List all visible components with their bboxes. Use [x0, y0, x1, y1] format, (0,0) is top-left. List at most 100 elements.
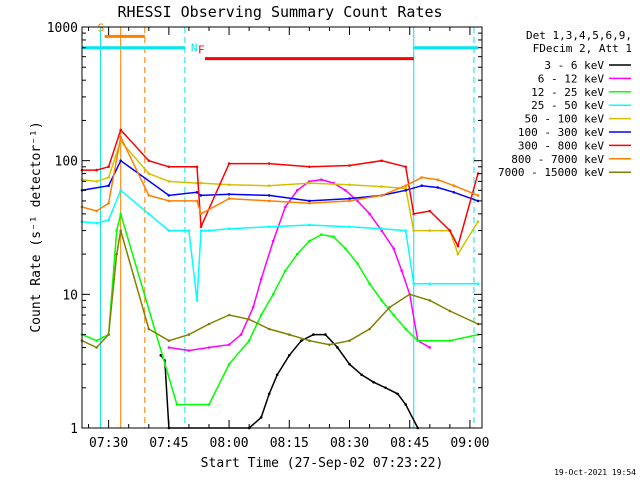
data-point-25-50-kev — [227, 227, 231, 230]
data-point-300-800-kev — [428, 209, 432, 213]
data-point-100-300-kev — [119, 159, 122, 162]
legend-label-300-800-kev: 300 - 800 keV — [518, 139, 604, 152]
data-point-12-25-kev — [95, 339, 98, 343]
data-point-3-6-kev — [324, 333, 327, 336]
data-point-50-100-kev — [308, 181, 311, 185]
data-point-3-6-kev — [384, 386, 387, 390]
data-point-25-50-kev — [107, 218, 110, 222]
data-point-7000-15000-kev — [328, 343, 331, 347]
data-point-7000-15000-kev — [388, 306, 392, 309]
x-axis-label: Start Time (27-Sep-02 07:23:22) — [201, 456, 444, 471]
data-point-800-7000-kev — [348, 199, 351, 203]
data-point-6-12-kev — [400, 269, 404, 273]
data-point-6-12-kev — [428, 346, 432, 349]
data-point-50-100-kev — [412, 229, 416, 232]
data-point-100-300-kev — [227, 193, 231, 196]
data-point-7000-15000-kev — [167, 339, 171, 343]
data-point-3-6-kev — [312, 333, 315, 336]
data-point-6-12-kev — [271, 239, 275, 243]
data-point-6-12-kev — [344, 189, 347, 192]
data-point-12-25-kev — [380, 299, 383, 302]
data-point-25-50-kev — [308, 223, 311, 227]
data-point-25-50-kev — [348, 225, 351, 229]
data-point-800-7000-kev — [199, 212, 203, 216]
data-point-3-6-kev — [336, 346, 339, 349]
data-point-6-12-kev — [239, 333, 243, 336]
data-point-7000-15000-kev — [187, 333, 191, 336]
data-point-100-300-kev — [452, 191, 456, 194]
data-point-3-6-kev — [259, 416, 263, 419]
data-point-7000-15000-kev — [147, 327, 151, 331]
plot-area: S N F 1 10 100 1000 07:30 07:45 08:00 08:15 08:30 08… — [47, 21, 490, 451]
series-line-100-300-kev — [81, 159, 479, 202]
data-point-12-25-kev — [207, 403, 211, 406]
data-point-6-12-kev — [284, 205, 287, 209]
data-point-12-25-kev — [404, 327, 408, 331]
data-point-12-25-kev — [284, 269, 287, 273]
chart-title: RHESSI Observing Summary Count Rates — [117, 3, 442, 21]
data-point-50-100-kev — [107, 176, 110, 179]
data-point-300-800-kev — [95, 168, 98, 172]
data-point-800-7000-kev — [420, 176, 424, 179]
legend-header-line-1: Det 1,3,4,5,6,9, — [526, 29, 632, 42]
x-tick-label: 07:45 — [149, 436, 188, 451]
data-point-300-800-kev — [404, 165, 408, 169]
data-point-12-25-kev — [119, 212, 122, 216]
data-point-3-6-kev — [300, 339, 303, 343]
data-point-25-50-kev — [95, 222, 98, 225]
data-point-800-7000-kev — [267, 199, 271, 203]
data-point-25-50-kev — [207, 229, 211, 232]
data-point-50-100-kev — [456, 252, 460, 256]
series-line-800-7000-kev — [81, 134, 479, 215]
data-point-3-6-kev — [348, 362, 351, 366]
data-point-50-100-kev — [380, 185, 383, 188]
data-point-800-7000-kev — [147, 194, 151, 197]
data-point-800-7000-kev — [167, 199, 171, 203]
legend-label-7000-15000-kev: 7000 - 15000 keV — [498, 166, 604, 179]
data-point-25-50-kev — [167, 229, 171, 232]
data-point-12-25-kev — [356, 262, 359, 265]
x-tick-label: 07:30 — [89, 436, 128, 451]
data-point-300-800-kev — [199, 225, 203, 229]
data-point-25-50-kev — [412, 282, 416, 286]
data-point-7000-15000-kev — [267, 327, 271, 331]
y-axis-label: Count Rate (s⁻¹ detector⁻¹) — [29, 121, 44, 332]
data-point-12-25-kev — [368, 282, 371, 286]
data-point-25-50-kev — [187, 229, 191, 232]
data-point-25-50-kev — [428, 282, 432, 286]
data-point-12-25-kev — [296, 252, 299, 256]
data-point-300-800-kev — [119, 128, 122, 132]
data-point-300-800-kev — [308, 165, 311, 169]
data-point-50-100-kev — [267, 184, 271, 187]
data-point-6-12-kev — [251, 306, 255, 309]
data-point-12-25-kev — [416, 339, 420, 343]
data-point-25-50-kev — [267, 225, 271, 229]
data-point-12-25-kev — [115, 229, 118, 232]
data-point-7000-15000-kev — [115, 252, 118, 256]
status-label-s: S — [98, 21, 105, 34]
y-tick-label: 1 — [70, 422, 78, 437]
x-tick-label: 08:00 — [210, 436, 249, 451]
data-point-800-7000-kev — [436, 178, 440, 181]
data-point-7000-15000-kev — [119, 229, 122, 232]
data-point-3-6-kev — [404, 403, 408, 406]
data-point-300-800-kev — [412, 212, 416, 216]
data-point-12-25-kev — [448, 339, 452, 343]
data-point-50-100-kev — [348, 183, 351, 187]
legend-label-3-6-kev: 3 - 6 keV — [544, 59, 604, 72]
data-point-50-100-kev — [147, 172, 151, 175]
data-point-12-25-kev — [247, 339, 251, 343]
data-point-3-6-kev — [372, 380, 375, 384]
status-label-n: N — [191, 42, 198, 55]
data-point-12-25-kev — [259, 313, 263, 317]
legend-label-12-25-kev: 12 - 25 keV — [531, 86, 604, 99]
legend-label-25-50-kev: 25 - 50 keV — [531, 99, 604, 112]
x-tick-label: 08:30 — [330, 436, 369, 451]
data-point-100-300-kev — [404, 189, 408, 192]
data-point-800-7000-kev — [227, 197, 231, 200]
data-point-25-50-kev — [147, 212, 151, 216]
data-point-100-300-kev — [420, 184, 424, 187]
data-point-800-7000-kev — [404, 184, 408, 187]
data-point-6-12-kev — [167, 346, 171, 349]
